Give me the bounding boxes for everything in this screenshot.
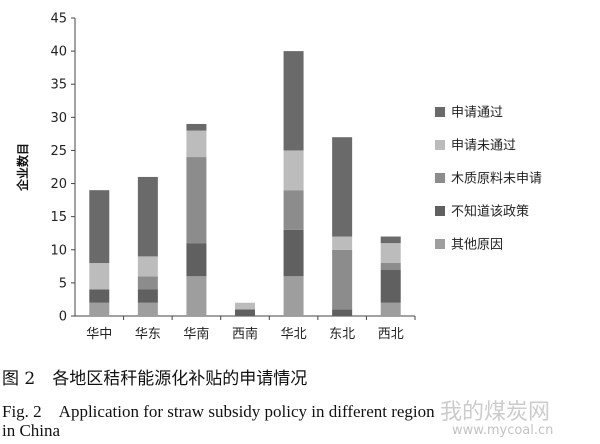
y-tick-label: 30 <box>50 111 67 126</box>
bar-segment <box>283 190 304 230</box>
y-tick-label: 10 <box>50 243 67 258</box>
legend-label: 申请通过 <box>451 106 503 121</box>
bar-segment <box>186 276 207 316</box>
y-tick-label: 5 <box>59 276 67 291</box>
bar-segment <box>186 130 207 158</box>
legend-swatch <box>435 107 445 117</box>
bar-segment <box>235 302 255 310</box>
legend-label: 申请未通过 <box>451 139 516 154</box>
bar-segment <box>283 229 304 277</box>
legend-swatch <box>435 239 445 249</box>
bar-segment <box>186 157 207 244</box>
x-category-label: 华中 <box>86 327 112 342</box>
figure-caption-english-line1: Fig. 2 Application for straw subsidy pol… <box>2 402 435 421</box>
y-tick-label: 15 <box>50 210 67 225</box>
y-tick-label: 20 <box>50 177 67 192</box>
bar-segment <box>137 176 158 257</box>
bar-segment <box>332 309 353 316</box>
y-tick-label: 45 <box>50 12 67 27</box>
bar-segment <box>332 236 353 250</box>
bar-segment <box>332 137 353 237</box>
legend-label: 其他原因 <box>451 238 503 253</box>
bar-segment <box>89 302 110 316</box>
bar-segment <box>332 249 353 310</box>
bar-segment <box>89 263 110 290</box>
bar-segment <box>89 289 110 303</box>
legend-label: 不知道该政策 <box>451 204 529 220</box>
x-category-label: 华北 <box>281 327 307 342</box>
x-category-label: 西北 <box>378 327 404 342</box>
x-category-label: 西南 <box>232 326 258 342</box>
watermark-url: www.mycoal.cn <box>452 423 554 438</box>
bar-segment <box>283 51 304 151</box>
bar-segment <box>137 289 158 303</box>
bar-segment <box>380 302 401 316</box>
bar-segment <box>235 309 255 316</box>
bar-segment <box>89 190 110 264</box>
figure-caption-chinese: 图 2 各地区秸秆能源化补贴的申请情况 <box>2 369 308 389</box>
bar-segment <box>380 236 401 244</box>
y-tick-label: 25 <box>50 144 67 159</box>
bar-segment <box>137 276 158 290</box>
x-category-label: 东北 <box>329 327 355 342</box>
bar-segment <box>186 243 207 277</box>
figure-caption-english-line2: in China <box>2 421 61 440</box>
legend-swatch <box>435 140 445 150</box>
bar-segment <box>283 276 304 316</box>
bar-segment <box>380 269 401 303</box>
x-category-label: 华东 <box>135 327 161 342</box>
bar-segment <box>137 302 158 316</box>
chart-bars <box>89 51 401 316</box>
bar-segment <box>283 150 304 191</box>
x-category-label: 华南 <box>183 326 209 342</box>
legend-swatch <box>435 206 445 216</box>
legend-swatch <box>435 173 445 183</box>
bar-segment <box>380 263 401 270</box>
y-tick-label: 35 <box>50 78 67 93</box>
y-tick-label: 0 <box>59 310 67 325</box>
y-tick-label: 40 <box>50 45 67 60</box>
watermark-logo-text: 我的煤炭网 <box>440 400 551 425</box>
chart-axes <box>71 17 416 320</box>
legend-label: 木质原料未申请 <box>451 172 542 187</box>
bar-segment <box>186 123 207 131</box>
y-axis-title: 企业数目 <box>15 143 30 192</box>
bar-segment <box>380 243 401 264</box>
bar-segment <box>137 256 158 277</box>
